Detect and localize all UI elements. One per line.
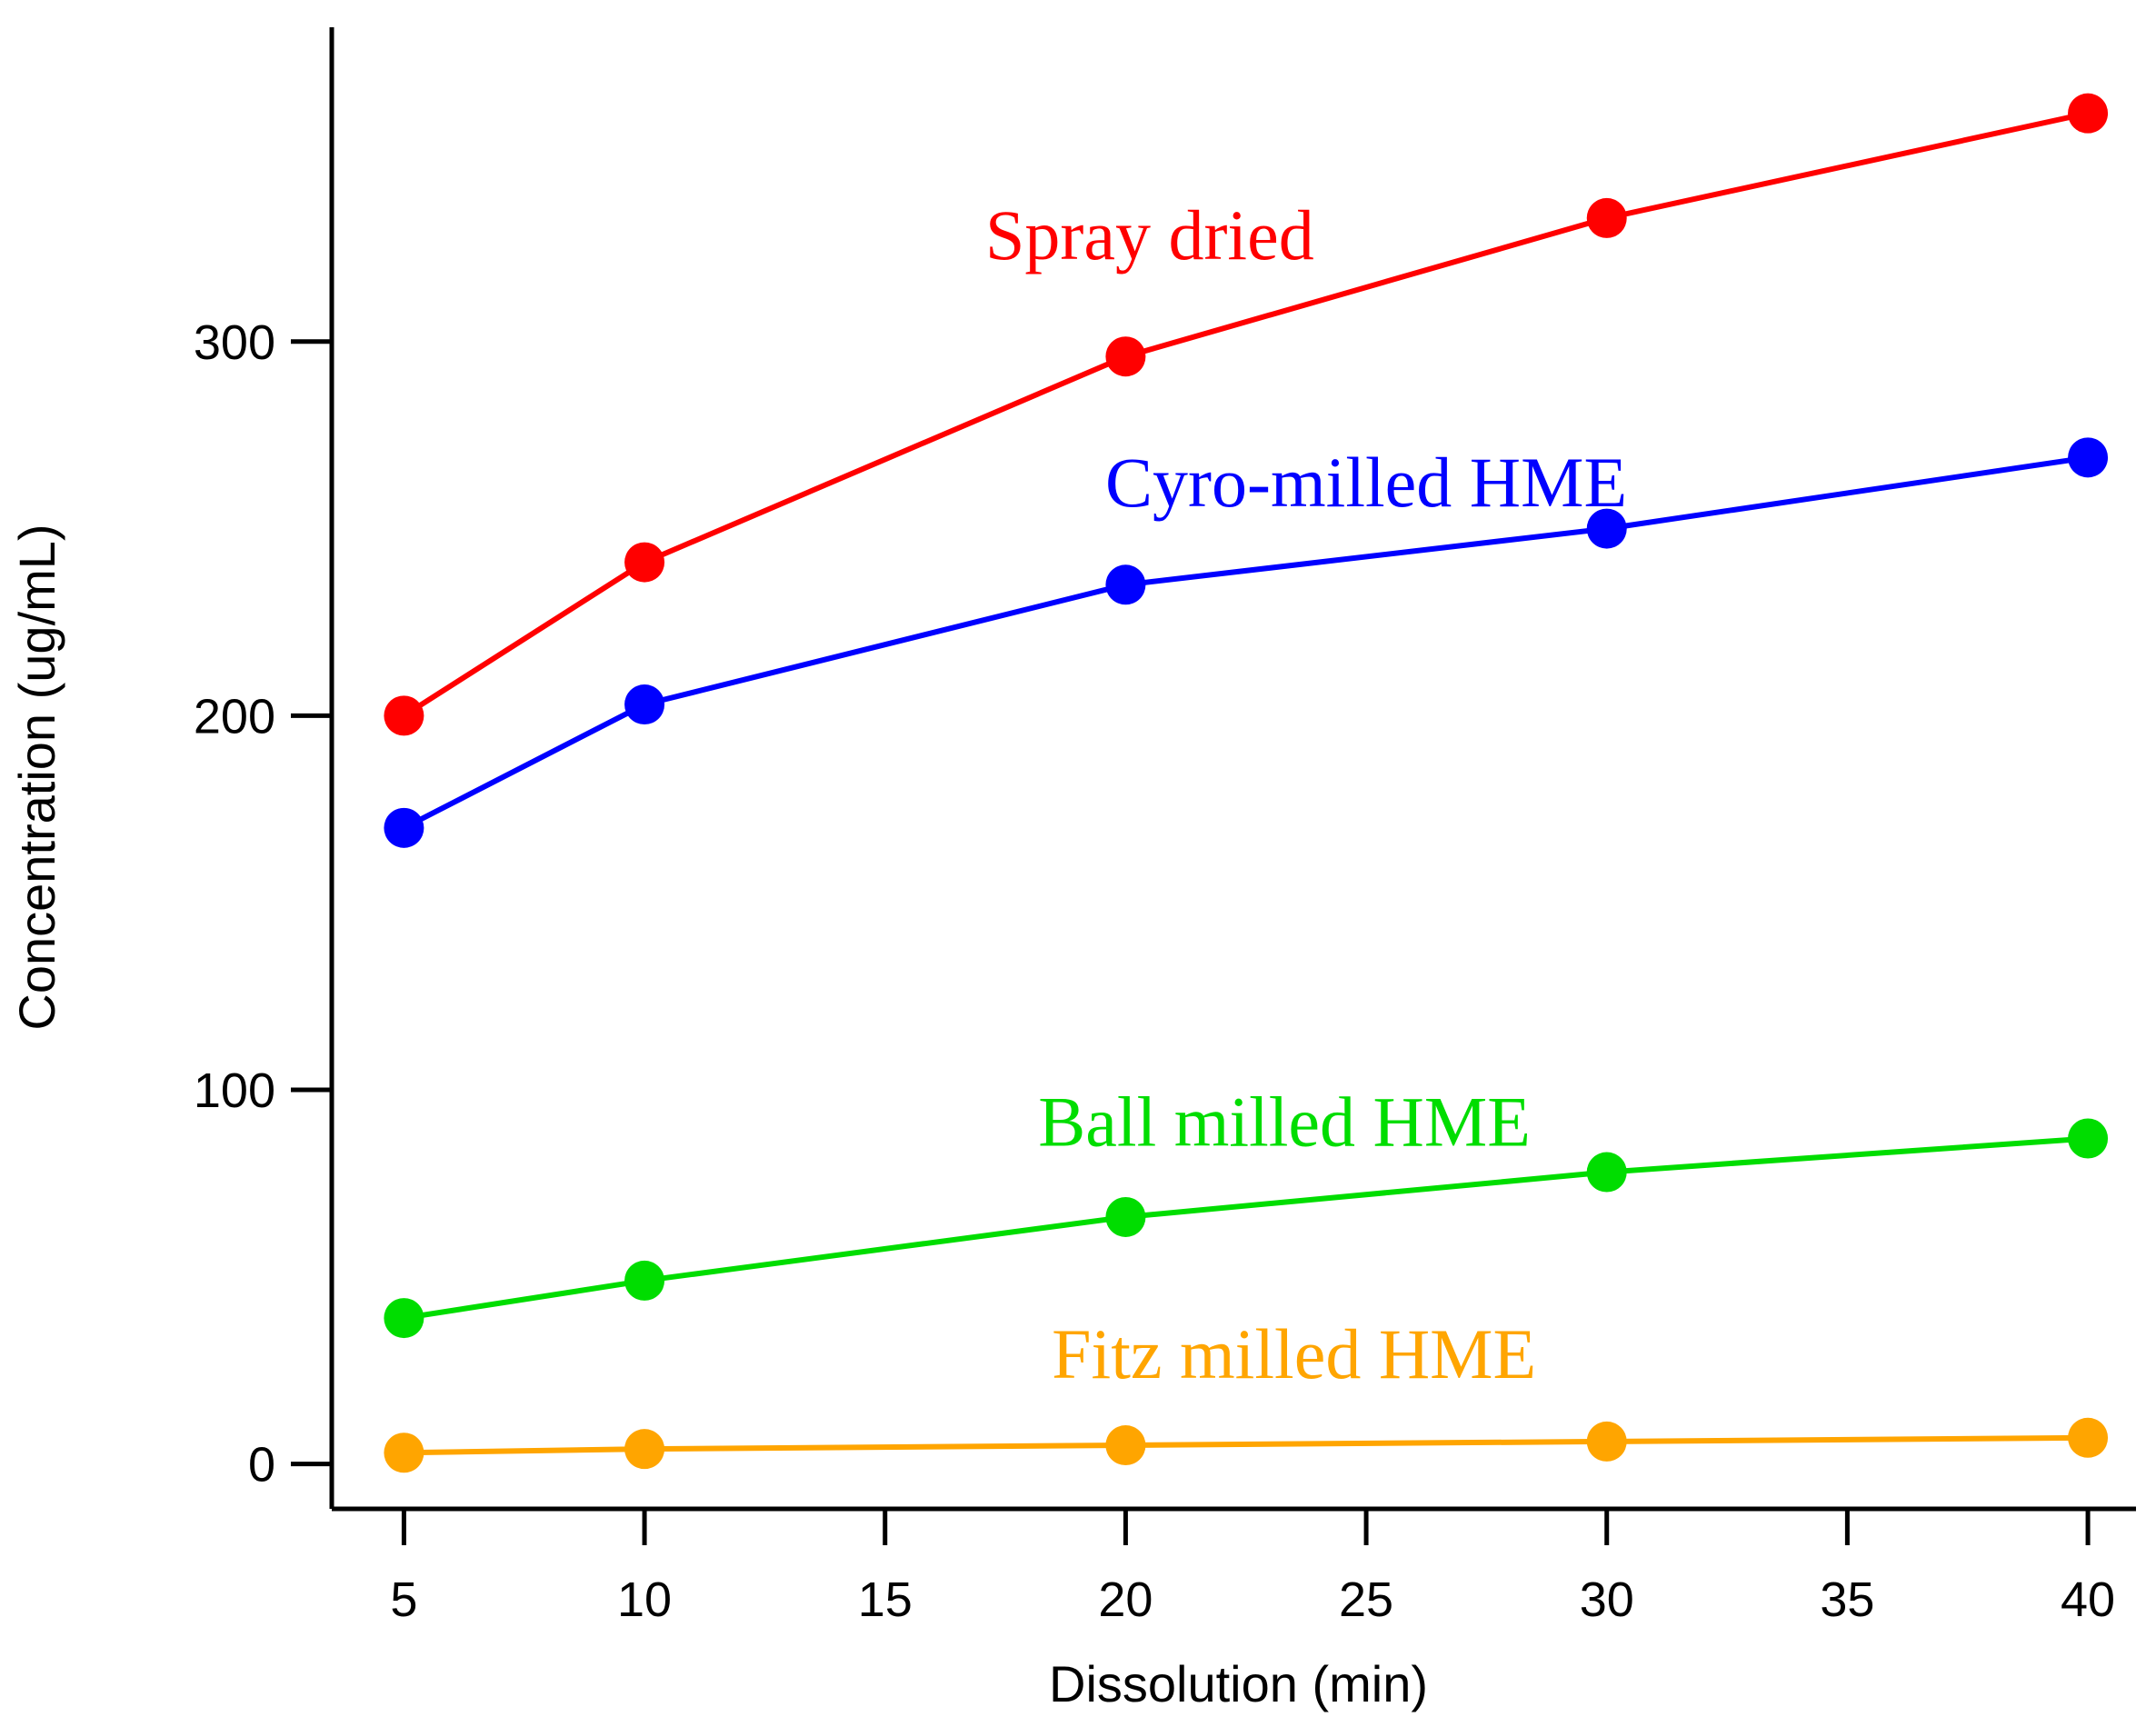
y-tick-label: 200 xyxy=(194,689,275,744)
data-point-spray-dried xyxy=(1105,336,1146,377)
data-point-spray-dried xyxy=(624,542,665,583)
x-tick-label: 35 xyxy=(1820,1572,1874,1627)
series-points xyxy=(384,93,2109,1473)
series-lines xyxy=(402,110,2089,1456)
data-point-spray-dried xyxy=(1586,197,1627,238)
data-point-fitz-milled-hme xyxy=(384,1432,424,1473)
series-label-ball-milled-hme: Ball milled HME xyxy=(1038,1083,1531,1162)
axes: 0 100 200 300 5 10 15 20 25 30 35 40 xyxy=(194,27,2136,1627)
data-point-fitz-milled-hme xyxy=(2068,1417,2109,1458)
data-point-cyro-milled-hme xyxy=(384,807,424,848)
x-axis-title: Dissolution (min) xyxy=(1049,1655,1428,1712)
y-tick-label: 300 xyxy=(194,315,275,370)
data-point-ball-milled-hme xyxy=(384,1298,424,1339)
data-point-fitz-milled-hme xyxy=(624,1429,665,1470)
x-tick-label: 40 xyxy=(2061,1572,2115,1627)
series-labels: Spray dried Cyro-milled HME Ball milled HM… xyxy=(985,195,1627,1393)
series-label-fitz-milled-hme: Fitz milled HME xyxy=(1052,1314,1536,1393)
y-axis-title: Concentration (ug/mL) xyxy=(8,524,65,1030)
data-point-cyro-milled-hme xyxy=(624,684,665,725)
x-tick-label: 30 xyxy=(1580,1572,1634,1627)
x-tick-label: 20 xyxy=(1098,1572,1153,1627)
x-tick-label: 10 xyxy=(617,1572,672,1627)
data-point-ball-milled-hme xyxy=(624,1260,665,1301)
x-tick-label: 5 xyxy=(390,1572,417,1627)
data-point-spray-dried xyxy=(384,695,424,736)
data-point-ball-milled-hme xyxy=(1586,1152,1627,1193)
data-point-fitz-milled-hme xyxy=(1105,1425,1146,1466)
y-tick-label: 0 xyxy=(248,1438,275,1492)
data-point-cyro-milled-hme xyxy=(1586,508,1627,549)
series-label-cyro-milled-hme: Cyro-milled HME xyxy=(1105,443,1627,522)
series-label-spray-dried: Spray dried xyxy=(985,195,1314,275)
x-tick-label: 15 xyxy=(858,1572,913,1627)
data-point-ball-milled-hme xyxy=(2068,1118,2109,1159)
data-point-cyro-milled-hme xyxy=(2068,437,2109,478)
data-point-ball-milled-hme xyxy=(1105,1196,1146,1237)
x-tick-label: 25 xyxy=(1339,1572,1393,1627)
data-point-cyro-milled-hme xyxy=(1105,564,1146,605)
data-point-fitz-milled-hme xyxy=(1586,1421,1627,1462)
data-point-spray-dried xyxy=(2068,93,2109,134)
y-tick-label: 100 xyxy=(194,1063,275,1118)
